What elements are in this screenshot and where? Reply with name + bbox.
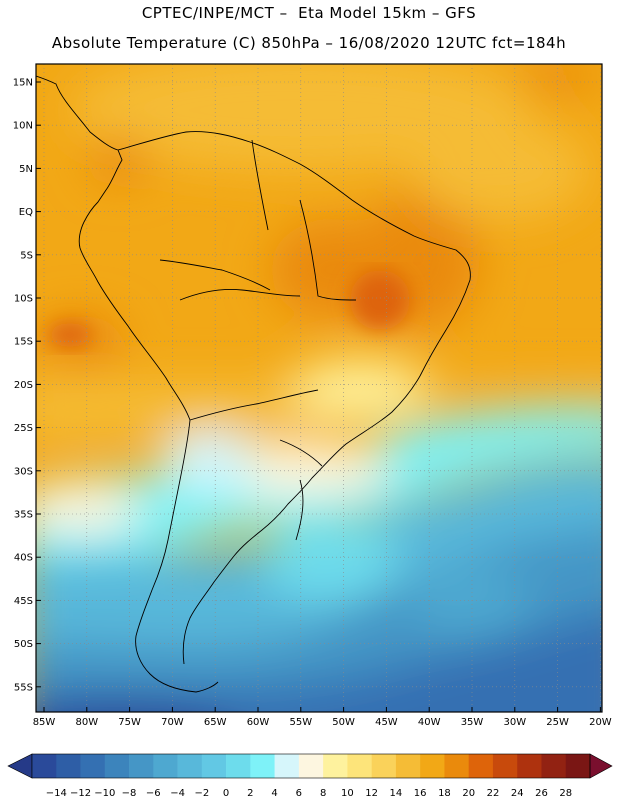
colorbar-label: 28 <box>559 788 572 799</box>
map-title-line-1: CPTEC/INPE/MCT – Eta Model 15km – GFS <box>141 4 477 22</box>
colorbar-label: 18 <box>438 788 451 799</box>
colorbar-swatch <box>395 754 421 778</box>
lat-label: EQ <box>19 207 33 218</box>
colorbar-swatch <box>492 754 518 778</box>
colorbar-swatch <box>250 754 275 778</box>
colorbar-label: −12 <box>70 788 91 799</box>
lon-label: 20W <box>589 717 612 728</box>
colorbar-label: 6 <box>296 788 302 799</box>
lon-label: 75W <box>118 717 141 728</box>
latitude-labels: 15N 10N 5N EQ 5S 10S 15S 20S 25S 30S 35S 40S 45S 50S 5… <box>13 78 41 693</box>
colorbar-swatch <box>177 754 203 778</box>
longitude-labels: 85W 80W 75W 70W 65W 60W 55W 50W 45W 40W 35W 30W 25W 2… <box>33 707 612 728</box>
map-frame <box>35 63 603 713</box>
colorbar-label: 16 <box>414 788 427 799</box>
lat-label: 55S <box>14 682 33 693</box>
colorbar-right-arrow <box>589 753 613 779</box>
colorbar-swatch <box>371 754 397 778</box>
colorbar-label: −4 <box>170 788 185 799</box>
colorbar-swatch <box>541 754 567 778</box>
colorbar-swatch <box>32 754 57 778</box>
colorbar-swatch <box>80 754 106 778</box>
lon-label: 80W <box>75 717 98 728</box>
lat-label: 5N <box>19 164 33 175</box>
lat-label: 15N <box>13 78 33 89</box>
colorbar-swatch <box>226 754 251 778</box>
colorbar-label: 2 <box>247 788 253 799</box>
colorbar-swatch <box>274 754 300 778</box>
colorbar-swatch <box>444 754 469 778</box>
lon-label: 65W <box>204 717 227 728</box>
colorbar-label: 26 <box>535 788 548 799</box>
colorbar-label: 0 <box>223 788 229 799</box>
lon-label: 85W <box>33 717 56 728</box>
lon-label: 25W <box>546 717 569 728</box>
colorbar-frame <box>31 753 591 779</box>
colorbar-swatch <box>565 754 591 778</box>
lat-label: 30S <box>14 466 33 477</box>
colorbar-label: −8 <box>122 788 137 799</box>
colorbar-swatch <box>153 754 178 778</box>
lat-label: 25S <box>14 423 33 434</box>
colorbar-label: 10 <box>341 788 354 799</box>
colorbar-label: 14 <box>390 788 403 799</box>
lat-label: 5S <box>20 250 33 261</box>
colorbar-label: −2 <box>194 788 209 799</box>
lat-lon-grid <box>36 64 602 712</box>
colorbar-swatch <box>201 754 227 778</box>
colorbar-swatch <box>347 754 372 778</box>
colorbar-label: 22 <box>487 788 500 799</box>
colorbar-swatch <box>517 754 542 778</box>
lat-label: 15S <box>14 337 33 348</box>
colorbar-swatch <box>420 754 445 778</box>
colorbar-label: 24 <box>511 788 524 799</box>
map-title-line-2: Absolute Temperature (C) 850hPa – 16/08/… <box>51 34 567 52</box>
lon-label: 45W <box>375 717 398 728</box>
colorbar-swatch <box>323 754 348 778</box>
lon-label: 30W <box>503 717 526 728</box>
colorbar-label: −10 <box>94 788 115 799</box>
colorbar-swatch <box>104 754 130 778</box>
lat-label: 40S <box>14 553 33 564</box>
lon-label: 60W <box>247 717 270 728</box>
lon-label: 55W <box>289 717 312 728</box>
lon-label: 35W <box>461 717 484 728</box>
lat-label: 10S <box>14 294 33 305</box>
colorbar-left-arrow <box>7 753 33 779</box>
colorbar-label: 12 <box>365 788 378 799</box>
colorbar-label: −14 <box>46 788 67 799</box>
colorbar-swatch <box>129 754 154 778</box>
temperature-field <box>36 64 602 712</box>
colorbar-labels: −14 −12 −10 −8 −6 −4 −2 0 2 4 6 8 10 12 14 16 18 20 22 24 26… <box>46 788 572 799</box>
lat-label: 50S <box>14 639 33 650</box>
lon-label: 50W <box>332 717 355 728</box>
coastlines <box>36 75 471 693</box>
colorbar-label: 20 <box>462 788 475 799</box>
colorbar-swatch <box>298 754 324 778</box>
colorbar-swatch <box>468 754 494 778</box>
lat-label: 35S <box>14 510 33 521</box>
colorbar-swatch <box>56 754 81 778</box>
lat-label: 20S <box>14 380 33 391</box>
colorbar-label: 8 <box>320 788 326 799</box>
lon-label: 40W <box>418 717 441 728</box>
lat-label: 45S <box>14 596 33 607</box>
lon-label: 70W <box>161 717 184 728</box>
colorbar-label: −6 <box>146 788 161 799</box>
lat-label: 10N <box>13 121 33 132</box>
colorbar <box>7 753 613 779</box>
colorbar-label: 4 <box>271 788 277 799</box>
